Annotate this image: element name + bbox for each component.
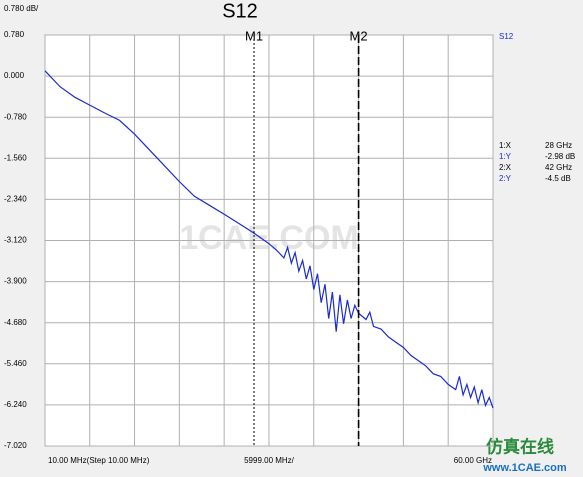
marker-y-value: -4.5 dB: [545, 174, 571, 183]
y-tick-label: -6.240: [4, 400, 27, 409]
x-end-label: 60.00 GHz: [454, 456, 492, 465]
marker-y-value: -2.98 dB: [545, 152, 575, 161]
marker-label: M1: [245, 28, 263, 43]
marker-x-name: 2:X: [499, 163, 512, 172]
chart-title: S12: [222, 0, 258, 22]
y-tick-label: 0.780: [4, 30, 25, 39]
y-tick-label: -4.680: [4, 318, 27, 327]
y-tick-label: 0.000: [4, 71, 25, 80]
legend-entry: S12: [499, 32, 514, 41]
x-mid-label: 5999.00 MHz/: [244, 456, 295, 465]
y-tick-label: -5.460: [4, 359, 27, 368]
scale-label: 0.780 dB/: [4, 4, 39, 13]
marker-label: M2: [350, 28, 368, 43]
y-tick-label: -1.560: [4, 153, 27, 162]
y-tick-label: -2.340: [4, 195, 27, 204]
marker-x-value: 42 GHz: [545, 163, 572, 172]
y-tick-label: -3.900: [4, 277, 27, 286]
footer-url: www.1CAE.com: [482, 462, 567, 474]
marker-x-value: 28 GHz: [545, 141, 572, 150]
marker-y-name: 1:Y: [499, 152, 512, 161]
y-tick-label: -0.780: [4, 112, 27, 121]
marker-x-name: 1:X: [499, 141, 512, 150]
data-line: [44, 70, 494, 409]
marker-y-name: 2:Y: [499, 174, 512, 183]
y-tick-label: -7.020: [4, 441, 27, 450]
y-tick-label: -3.120: [4, 236, 27, 245]
footer-brand: 仿真在线: [486, 436, 554, 456]
x-start-label: 10.00 MHz(Step 10.00 MHz): [48, 456, 150, 465]
